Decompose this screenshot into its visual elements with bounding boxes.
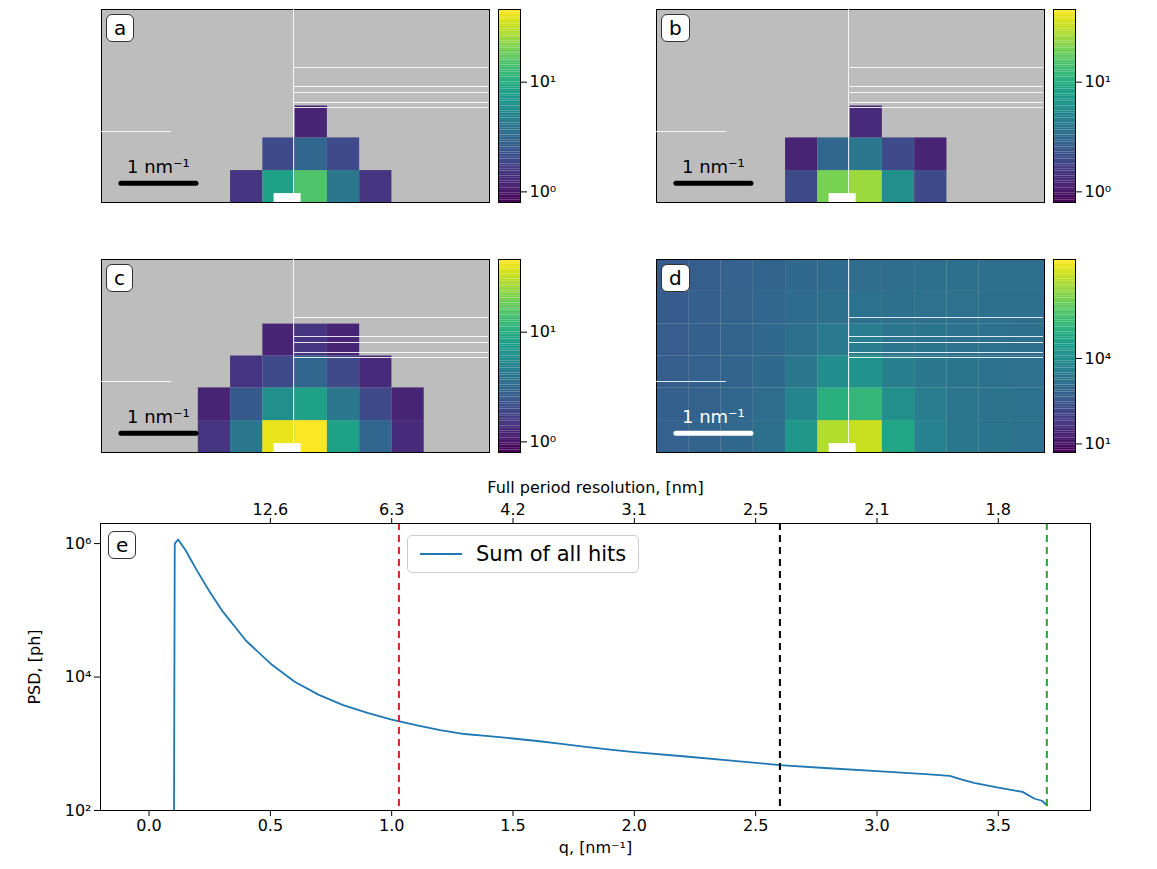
svg-text:1 nm⁻¹: 1 nm⁻¹ — [127, 406, 190, 427]
svg-text:1 nm⁻¹: 1 nm⁻¹ — [127, 156, 190, 177]
svg-text:10²: 10² — [65, 801, 92, 820]
html-text:a: a — [114, 16, 127, 40]
html-text:e: e — [116, 533, 129, 557]
html-text:d: d — [669, 266, 682, 290]
svg-text:Full period resolution, [nm]: Full period resolution, [nm] — [487, 478, 703, 497]
svg-text:2.1: 2.1 — [864, 500, 889, 519]
html-text:Sum of all hits: Sum of all hits — [476, 542, 627, 566]
svg-text:10¹: 10¹ — [1085, 434, 1112, 453]
svg-text:10⁰: 10⁰ — [1085, 182, 1112, 201]
svg-text:0.5: 0.5 — [258, 816, 283, 835]
svg-text:1 nm⁻¹: 1 nm⁻¹ — [682, 406, 745, 427]
svg-text:3.5: 3.5 — [986, 816, 1011, 835]
svg-text:PSD, [ph]: PSD, [ph] — [25, 629, 44, 704]
svg-text:1.0: 1.0 — [379, 816, 404, 835]
svg-text:3.0: 3.0 — [864, 816, 889, 835]
svg-text:12.6: 12.6 — [253, 500, 289, 519]
html-text:c: c — [114, 266, 125, 290]
svg-text:2.0: 2.0 — [622, 816, 647, 835]
svg-text:2.5: 2.5 — [743, 500, 768, 519]
svg-text:4.2: 4.2 — [500, 500, 525, 519]
svg-text:10⁰: 10⁰ — [530, 432, 557, 451]
svg-text:10⁰: 10⁰ — [530, 182, 557, 201]
svg-text:1 nm⁻¹: 1 nm⁻¹ — [682, 156, 745, 177]
html-text:b: b — [669, 16, 682, 40]
svg-text:1.8: 1.8 — [986, 500, 1011, 519]
svg-text:0.0: 0.0 — [136, 816, 161, 835]
svg-text:q, [nm⁻¹]: q, [nm⁻¹] — [559, 838, 632, 857]
svg-text:10¹: 10¹ — [530, 322, 557, 341]
svg-text:10¹: 10¹ — [530, 72, 557, 91]
svg-text:3.1: 3.1 — [622, 500, 647, 519]
svg-text:6.3: 6.3 — [379, 500, 404, 519]
svg-text:1.5: 1.5 — [500, 816, 525, 835]
svg-text:10⁶: 10⁶ — [65, 534, 92, 553]
svg-text:10¹: 10¹ — [1085, 72, 1112, 91]
svg-text:2.5: 2.5 — [743, 816, 768, 835]
svg-text:10⁴: 10⁴ — [1085, 349, 1112, 368]
svg-text:10⁴: 10⁴ — [65, 667, 92, 686]
